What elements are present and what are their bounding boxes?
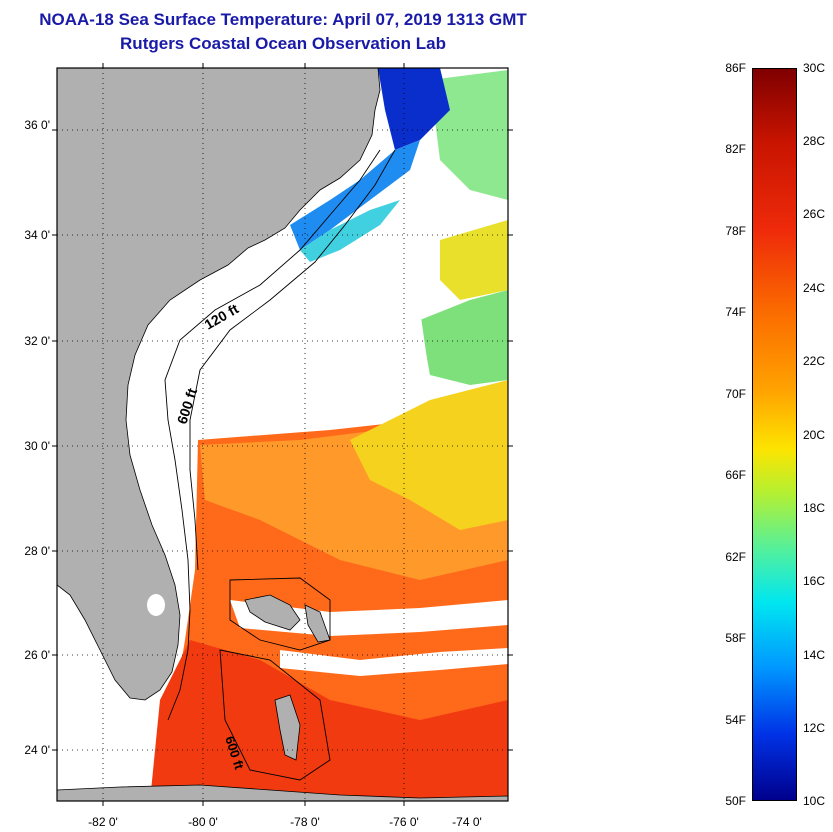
colorbar-label-16c: 16C (803, 574, 826, 588)
colorbar-label-78f: 78F (725, 224, 746, 238)
colorbar-label-70f: 70F (725, 387, 746, 401)
colorbar-label-86f: 86F (725, 61, 746, 75)
colorbar-label-62f: 62F (725, 550, 746, 564)
lat-label-32: 32 0' (24, 334, 50, 348)
colorbar-label-24c: 24C (803, 281, 826, 295)
green-patch-ne (430, 70, 508, 200)
land-mainland (57, 68, 381, 701)
lon-label-82: -82 0' (88, 815, 118, 829)
contour-120ft (164, 149, 381, 721)
map-area (57, 68, 508, 801)
contour-600ft (189, 149, 396, 571)
colorbar-label-54f: 54F (725, 713, 746, 727)
grid-lines (57, 68, 508, 801)
hot-water-band (150, 640, 508, 801)
colorbar-label-74f: 74F (725, 305, 746, 319)
lon-label-76: -76 0' (389, 815, 419, 829)
bahamas-island-2 (274, 694, 301, 761)
cool-water-nc (290, 140, 420, 250)
lat-label-26: 26 0' (24, 648, 50, 662)
cloud-band-south-2 (280, 648, 508, 676)
colorbar-label-26c: 26C (803, 207, 826, 221)
cloud-patch-central (230, 300, 430, 430)
lat-label-30: 30 0' (24, 439, 50, 453)
colorbar-label-10c: 10C (803, 794, 826, 808)
yellow-patch-ne (440, 220, 508, 300)
colorbar-label-82f: 82F (725, 142, 746, 156)
yellow-water-east (350, 380, 508, 530)
colorbar-label-12c: 12C (803, 721, 826, 735)
map-title: NOAA-18 Sea Surface Temperature: April 0… (39, 10, 527, 29)
colorbar-label-58f: 58F (725, 631, 746, 645)
cloud-band-south (230, 600, 508, 636)
lon-label-78: -78 0' (290, 815, 320, 829)
cuba-land (57, 784, 508, 801)
colorbar-label-14c: 14C (803, 648, 826, 662)
lat-label-34: 34 0' (24, 228, 50, 242)
lake-okeechobee (147, 594, 165, 616)
axis-ticks (52, 63, 513, 806)
temperature-colorbar (752, 68, 797, 801)
colorbar-label-30c: 30C (803, 61, 826, 75)
cyan-water-nc (300, 200, 400, 262)
lon-label-74: -74 0' (452, 815, 482, 829)
lat-label-24: 24 0' (24, 743, 50, 757)
colorbar-label-28c: 28C (803, 134, 826, 148)
colorbar-label-20c: 20C (803, 428, 826, 442)
colorbar-label-22c: 22C (803, 354, 826, 368)
green-water-ne (420, 290, 508, 385)
cold-water-nc (378, 68, 450, 150)
lat-label-36: 36 0' (24, 118, 50, 132)
map-frame (56, 67, 509, 802)
colorbar-label-50f: 50F (725, 794, 746, 808)
colorbar-label-66f: 66F (725, 468, 746, 482)
colorbar-label-18c: 18C (803, 501, 826, 515)
lat-label-28: 28 0' (24, 544, 50, 558)
map-subtitle: Rutgers Coastal Ocean Observation Lab (120, 34, 446, 53)
contour-bahamas (219, 577, 331, 781)
bahamas-island-1 (244, 594, 301, 631)
bahamas-island-3 (304, 604, 331, 643)
lon-label-80: -80 0' (188, 815, 218, 829)
